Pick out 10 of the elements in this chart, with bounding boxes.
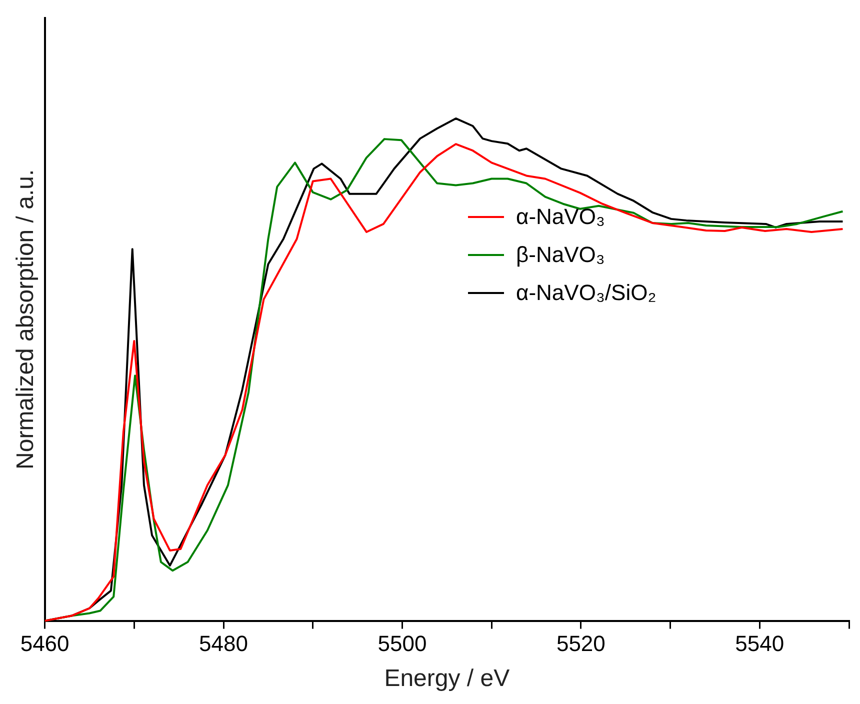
x-tick-label: 5520	[556, 631, 606, 656]
legend-label: β-NaVO₃	[516, 241, 605, 269]
x-axis-title: Energy / eV	[384, 665, 510, 692]
x-tick-label: 5500	[378, 631, 427, 656]
x-tick-label: 5540	[735, 631, 784, 656]
x-tick-label: 5480	[199, 631, 248, 656]
legend-label: α-NaVO₃	[516, 203, 605, 231]
y-axis-title: Normalized absorption / a.u.	[12, 169, 40, 470]
legend-label: α-NaVO₃/SiO₂	[516, 279, 656, 307]
x-tick-label: 5460	[20, 631, 70, 656]
